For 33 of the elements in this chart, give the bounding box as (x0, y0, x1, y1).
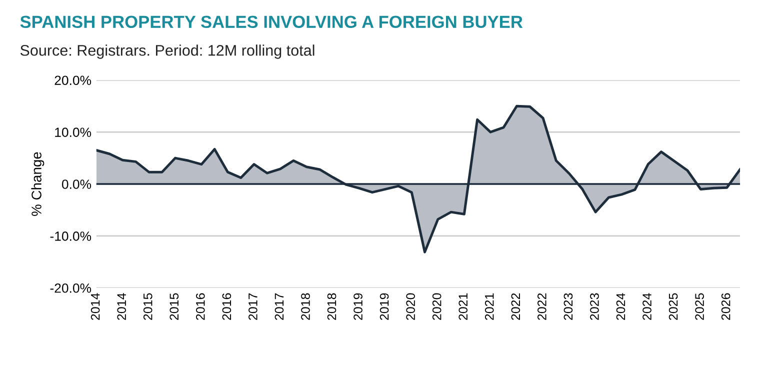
x-tick-label: 2023 (590, 293, 599, 320)
x-tick-label: 2019 (380, 293, 389, 320)
y-axis-title: % Change (31, 152, 44, 216)
x-tick-label: 2024 (616, 293, 626, 320)
x-tick-label: 2021 (458, 293, 468, 320)
x-tick-label: 2015 (143, 293, 152, 320)
x-tick-label: 2024 (642, 293, 652, 320)
x-tick-label: 2023 (564, 293, 573, 320)
y-tick-label: 20.0% (54, 76, 92, 86)
x-tick-label: 2016 (196, 293, 205, 320)
x-tick-label: 2021 (484, 293, 494, 320)
x-tick-label: 2018 (301, 293, 310, 320)
x-tick-label: 2025 (668, 293, 678, 320)
x-tick-label: 2014 (90, 293, 100, 320)
x-tick-label: 2020 (406, 293, 415, 320)
chart-subtitle: Source: Registrars. Period: 12M rolling total (20, 44, 314, 59)
y-tick-label: 10.0% (55, 128, 92, 137)
x-tick-label: 2017 (274, 293, 284, 320)
x-tick-label: 2022 (538, 293, 546, 320)
x-tick-label: 2025 (695, 293, 704, 320)
x-tick-label: 2014 (117, 293, 126, 320)
x-tick-label: 2017 (248, 293, 258, 320)
x-tick-label: 2015 (170, 293, 179, 320)
x-tick-label: 2016 (222, 293, 232, 320)
y-tick-label: 0.0% (62, 180, 92, 189)
y-tick-label: -10.0% (50, 232, 92, 241)
y-tick-label: -20.0% (50, 283, 92, 293)
x-tick-label: 2020 (432, 293, 442, 320)
x-tick-label: 2018 (327, 293, 336, 320)
chart-title: SPANISH PROPERTY SALES INVOLVING A FOREIGN BUYER (20, 16, 523, 28)
x-tick-label: 2022 (511, 293, 520, 320)
x-tick-label: 2026 (721, 293, 730, 320)
x-tick-label: 2019 (354, 293, 362, 320)
